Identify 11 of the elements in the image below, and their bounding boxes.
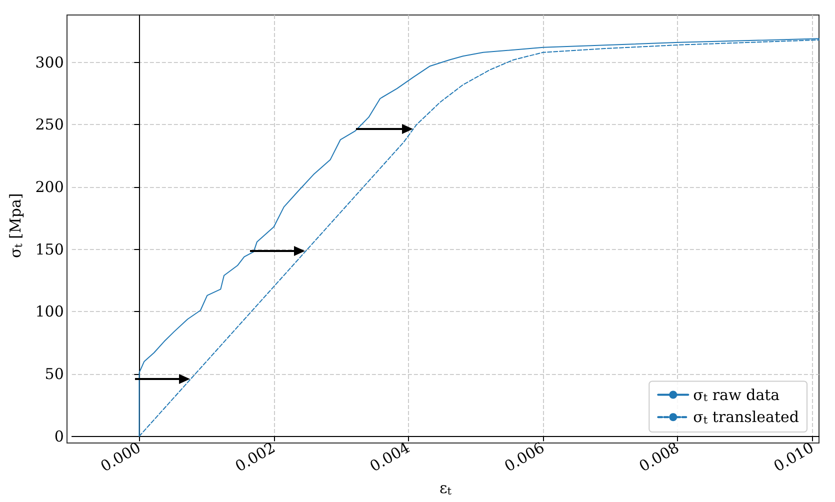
y-tick-label: 0 [54, 427, 64, 446]
y-tick-label: 250 [35, 116, 64, 134]
y-tick-label: 100 [35, 302, 64, 321]
legend-label: σt raw data [693, 386, 780, 404]
legend-label: σt transleated [693, 408, 800, 426]
y-tick-label: 200 [35, 178, 64, 196]
y-tick-label: 150 [35, 240, 64, 258]
y-axis-title: σt [Mpa] [6, 193, 25, 258]
y-tick-label: 50 [44, 364, 64, 383]
x-axis-title: εt [439, 479, 452, 498]
y-tick-label: 300 [35, 53, 64, 72]
